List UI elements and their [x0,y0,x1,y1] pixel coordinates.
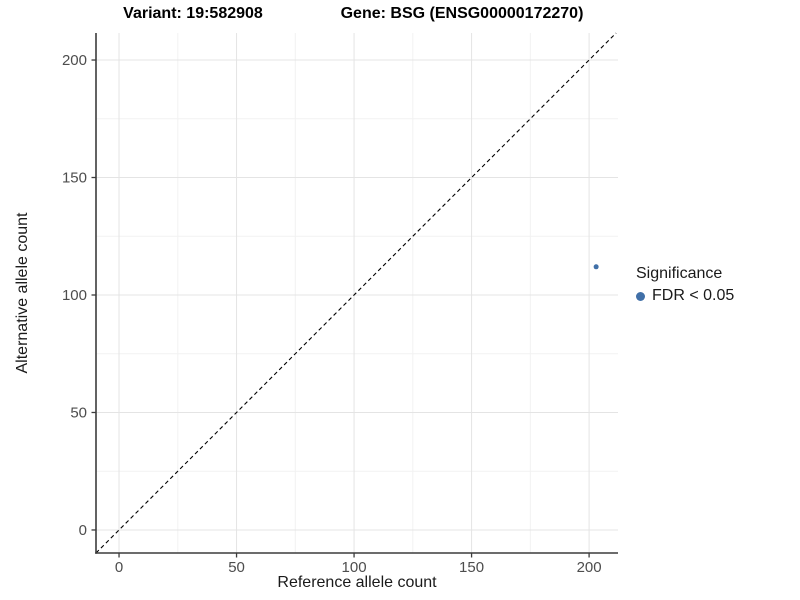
legend-point-icon [636,291,645,301]
x-axis-title: Reference allele count [277,574,437,591]
x-tick-label: 100 [342,559,367,576]
y-tick-label: 100 [62,287,87,304]
y-tick-label: 50 [70,404,87,421]
legend-item-fdr: FDR < 0.05 [636,287,734,305]
x-tick-label: 150 [459,559,484,576]
x-tick-label: 200 [577,559,602,576]
legend-item-label: FDR < 0.05 [652,287,735,304]
plot-title-variant: Variant: 19:582908 [123,5,263,22]
legend: Significance FDR < 0.05 [636,264,734,305]
plot-title-gene: Gene: BSG (ENSG00000172270) [340,5,584,22]
legend-title: Significance [636,265,723,282]
y-tick-label: 150 [62,170,87,187]
x-tick-label: 0 [115,559,123,576]
y-tick-label: 200 [62,52,87,69]
y-tick-label: 0 [79,522,87,539]
x-tick-label: 50 [228,559,245,576]
data-point [593,264,599,270]
identity-line [95,32,617,554]
